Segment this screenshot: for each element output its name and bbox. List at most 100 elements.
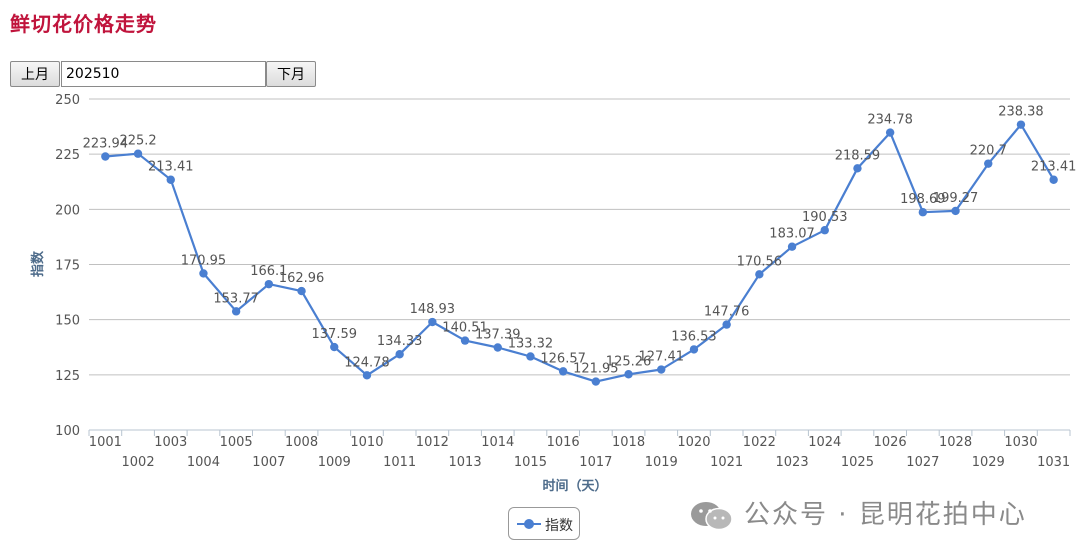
data-point[interactable] [101,152,110,161]
y-tick-label: 125 [55,369,80,384]
x-tick-label: 1018 [612,435,645,450]
data-label: 124.78 [344,355,390,370]
data-label: 213.41 [148,160,194,175]
legend-label: 指数 [545,518,573,534]
data-label: 223.94 [83,137,129,152]
data-point[interactable] [624,370,633,379]
y-tick-label: 250 [55,93,80,108]
data-point[interactable] [199,269,208,278]
data-label: 125.26 [606,354,652,369]
data-point[interactable] [428,317,437,327]
data-point[interactable] [820,226,829,235]
x-tick-label: 1005 [220,435,253,450]
data-point[interactable] [395,350,404,359]
data-label: 137.59 [312,327,358,342]
x-tick-label: 1026 [874,435,907,450]
legend-item-index[interactable]: 指数 [508,507,580,540]
x-tick-label: 1019 [645,455,678,470]
data-label: 225.2 [119,134,156,149]
x-tick-label: 1009 [318,455,351,470]
data-label: 153.77 [213,291,259,306]
data-point[interactable] [755,270,764,279]
data-label: 170.95 [181,253,227,268]
data-point[interactable] [1049,175,1058,184]
x-tick-label: 1029 [972,455,1005,470]
data-label: 183.07 [769,227,815,242]
data-label: 213.41 [1031,160,1077,175]
data-label: 121.95 [573,362,619,377]
data-label: 136.53 [671,329,717,344]
data-point[interactable] [362,371,372,380]
x-tick-label: 1031 [1037,455,1070,470]
data-label: 166.1 [250,264,287,279]
y-tick-label: 100 [55,424,80,439]
series-line [105,123,1055,383]
data-point[interactable] [493,343,502,352]
data-point[interactable] [787,242,797,251]
data-point[interactable] [558,367,568,376]
x-tick-label: 1007 [252,455,285,470]
data-label: 238.38 [998,105,1044,120]
data-point[interactable] [885,128,895,137]
data-point[interactable] [918,208,928,217]
data-label: 234.78 [867,113,913,128]
y-tick-label: 200 [55,203,80,218]
data-label: 147.76 [704,305,750,320]
data-label: 126.57 [540,351,586,366]
x-tick-label: 1027 [906,455,939,470]
data-label: 198.69 [900,192,946,207]
x-tick-label: 1004 [187,455,220,470]
data-label: 134.33 [377,334,423,349]
x-tick-label: 1016 [547,435,580,450]
wechat-icon [691,502,733,531]
data-label: 148.93 [410,302,456,317]
data-point[interactable] [460,336,470,345]
y-tick-label: 225 [55,148,80,163]
x-tick-label: 1008 [285,435,318,450]
prev-month-button[interactable]: 上月 [10,61,60,87]
x-tick-label: 1015 [514,455,547,470]
data-point[interactable] [591,377,601,386]
data-point[interactable] [984,159,993,168]
x-tick-label: 1020 [677,435,710,450]
data-point[interactable] [853,164,862,173]
legend-marker [524,519,534,529]
data-point[interactable] [689,345,699,354]
y-tick-label: 175 [55,259,80,274]
x-tick-label: 1011 [383,455,416,470]
data-label: 220.7 [970,144,1007,159]
data-point[interactable] [951,206,960,216]
data-point[interactable] [1016,120,1026,129]
month-input[interactable] [61,61,266,87]
x-tick-label: 1014 [481,435,514,450]
data-label: 190.53 [802,210,848,225]
data-label: 199.27 [933,191,979,206]
data-point[interactable] [722,320,731,329]
data-label: 162.96 [279,271,325,286]
x-tick-label: 1021 [710,455,743,470]
data-point[interactable] [297,286,306,296]
x-axis-label: 时间（天） [542,478,607,494]
next-month-button[interactable]: 下月 [266,61,316,87]
x-tick-label: 1030 [1004,435,1037,450]
data-point[interactable] [526,352,535,361]
data-point[interactable] [657,365,666,374]
data-point[interactable] [330,342,339,352]
data-point[interactable] [133,149,143,158]
data-label: 133.32 [508,336,554,351]
data-point[interactable] [231,307,241,316]
x-tick-label: 1023 [776,455,809,470]
x-tick-label: 1002 [122,455,155,470]
data-point[interactable] [166,175,175,184]
data-label: 140.51 [442,321,488,336]
x-tick-label: 1003 [154,435,187,450]
axes: 1001251501752002252501001100210031004100… [55,93,1071,470]
x-tick-label: 1010 [350,435,383,450]
y-axis-label: 指数 [30,250,46,277]
x-tick-label: 1013 [449,455,482,470]
data-point[interactable] [264,279,274,289]
x-tick-label: 1025 [841,455,874,470]
x-tick-label: 1001 [89,435,122,450]
data-label: 137.39 [475,327,521,342]
